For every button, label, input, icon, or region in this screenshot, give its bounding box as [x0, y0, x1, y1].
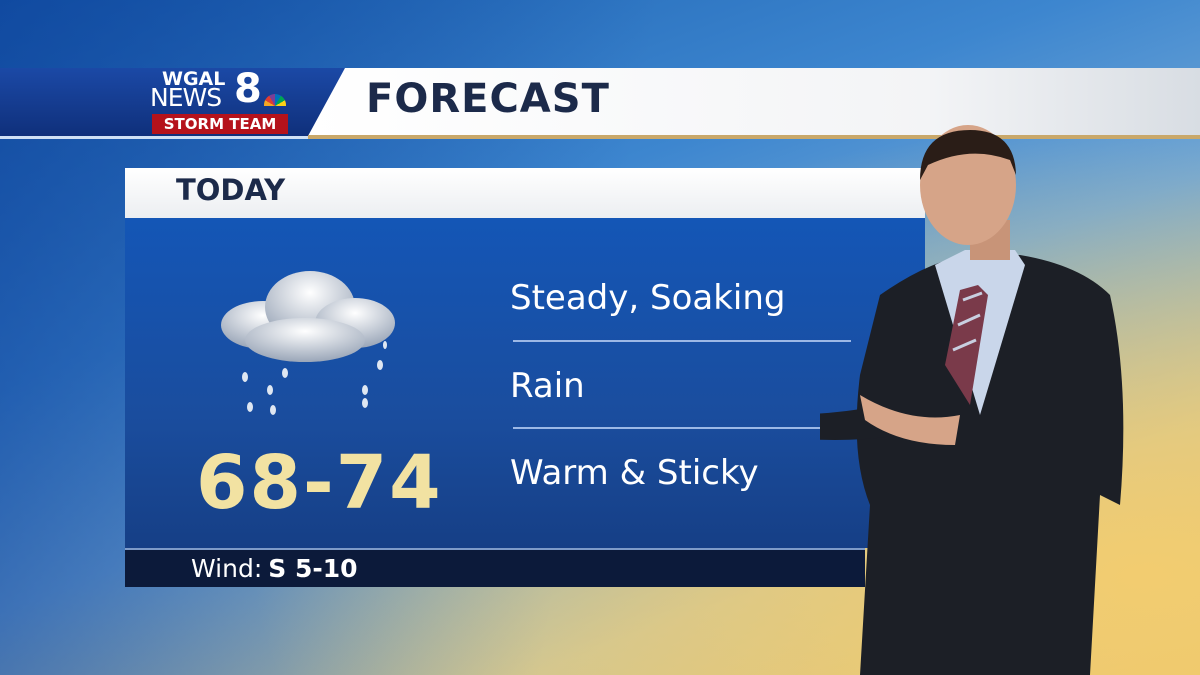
title-block [308, 68, 1200, 136]
wind-value: S 5-10 [268, 554, 358, 583]
peacock-icon [264, 94, 286, 106]
condition-line-1: Steady, Soaking [510, 278, 786, 318]
condition-line-2: Rain [510, 366, 585, 406]
divider [513, 427, 851, 429]
logo-station: WGAL [162, 68, 226, 90]
wind-bar: Wind: S 5-10 [125, 548, 865, 587]
divider [513, 340, 851, 342]
logo-channel: 8 [234, 66, 262, 112]
condition-line-3: Warm & Sticky [510, 453, 759, 493]
forecast-panel [125, 218, 925, 548]
page-title: FORECAST [366, 76, 610, 122]
meteorologist [820, 125, 1124, 675]
wind-label: Wind: [191, 554, 263, 583]
temperature-range: 68-74 [196, 440, 443, 526]
cloud-rain-icon [221, 271, 395, 415]
panel-heading-bar [125, 168, 925, 218]
logo-news: NEWS [150, 83, 222, 112]
logo-storm-team: STORM TEAM [152, 114, 288, 134]
divider [0, 136, 320, 139]
panel-heading: TODAY [176, 173, 286, 207]
gold-divider [308, 135, 1200, 139]
